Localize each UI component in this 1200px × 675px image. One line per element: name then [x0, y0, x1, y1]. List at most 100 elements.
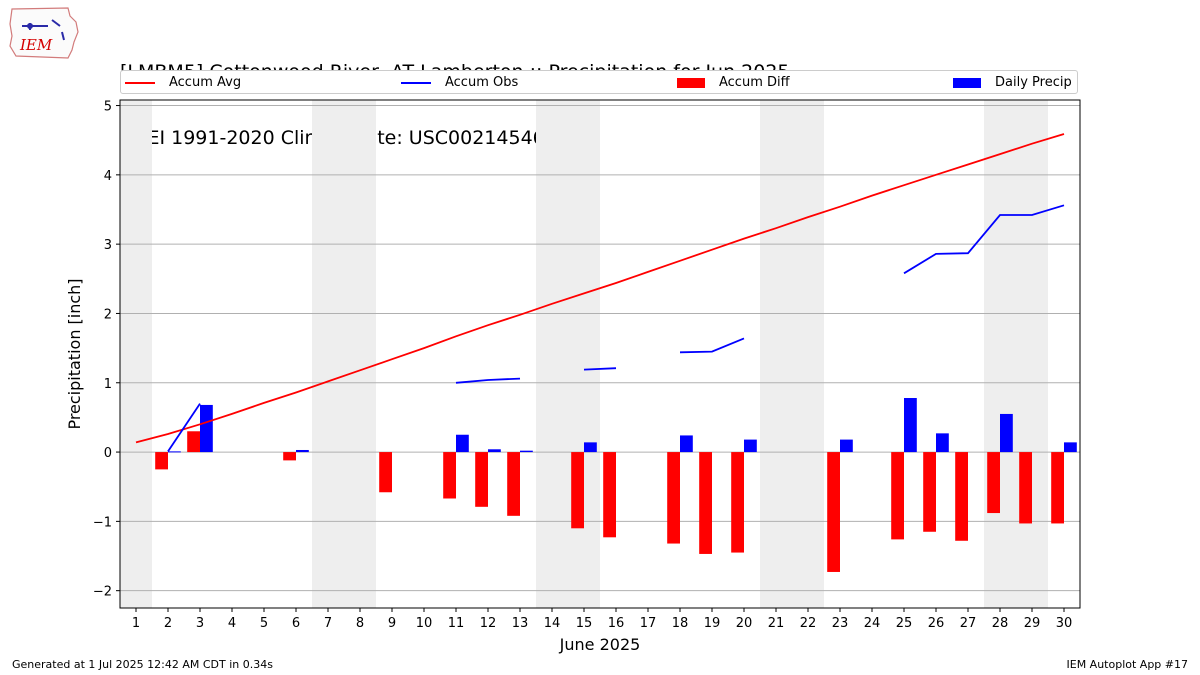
x-tick-label-28: 28 — [992, 616, 1009, 631]
weekend-shade-day-1 — [120, 100, 152, 608]
bar-accum-diff-day-3 — [187, 431, 200, 453]
y-axis-label: Precipitation [inch] — [65, 278, 84, 429]
x-tick-label-11: 11 — [448, 616, 465, 631]
bar-daily-precip-day-26 — [936, 433, 949, 453]
plot-frame — [119, 99, 1081, 609]
iem-logo: IEM — [9, 7, 79, 59]
bar-accum-diff-day-25 — [891, 452, 904, 540]
bar-daily-precip-day-12 — [488, 449, 501, 453]
x-tick-label-13: 13 — [512, 616, 529, 631]
weekend-shade-day-14 — [536, 100, 568, 608]
bar-daily-precip-day-20 — [744, 439, 757, 453]
x-tick-label-14: 14 — [544, 616, 561, 631]
chart-legend: Accum Avg Accum Obs Accum Diff Daily Pre… — [120, 70, 1078, 94]
y-tick-label-2: 2 — [104, 307, 112, 322]
bar-daily-precip-day-15 — [584, 442, 597, 453]
weekend-shade-day-21 — [760, 100, 792, 608]
legend-swatch-accum-obs — [401, 81, 431, 84]
x-tick-label-9: 9 — [388, 616, 396, 631]
legend-accum-diff: Accum Diff — [677, 75, 790, 90]
x-tick-label-27: 27 — [960, 616, 977, 631]
iowa-state-outline-icon — [9, 7, 79, 59]
legend-accum-avg: Accum Avg — [125, 75, 241, 90]
bar-accum-diff-day-19 — [699, 452, 712, 554]
y-tick-label--1: −1 — [93, 515, 112, 530]
bar-accum-diff-day-12 — [475, 452, 488, 507]
bar-daily-precip-day-28 — [1000, 413, 1013, 453]
x-tick-label-30: 30 — [1056, 616, 1073, 631]
x-tick-label-17: 17 — [640, 616, 657, 631]
x-tick-label-4: 4 — [228, 616, 236, 631]
footer-generated: Generated at 1 Jul 2025 12:42 AM CDT in … — [12, 658, 273, 671]
bar-daily-precip-day-30 — [1064, 442, 1077, 453]
bar-accum-diff-day-6 — [283, 452, 296, 461]
bar-daily-precip-day-6 — [296, 449, 309, 453]
bar-daily-precip-day-11 — [456, 434, 469, 453]
y-tick-label-3: 3 — [104, 238, 112, 253]
bar-accum-diff-day-26 — [923, 452, 936, 532]
y-tick-label-4: 4 — [104, 169, 112, 184]
bar-daily-precip-day-25 — [904, 398, 917, 453]
x-tick-label-23: 23 — [832, 616, 849, 631]
logo-text: IEM — [19, 36, 53, 54]
station-dot-icon — [27, 23, 33, 29]
x-tick-label-8: 8 — [356, 616, 364, 631]
line-accum-obs-segment-0 — [167, 403, 201, 452]
weekend-shade-day-8 — [344, 100, 376, 608]
legend-label-accum-obs: Accum Obs — [445, 75, 519, 90]
bar-accum-diff-day-30 — [1051, 452, 1064, 524]
y-tick-label--2: −2 — [93, 585, 112, 600]
legend-swatch-accum-diff — [677, 77, 705, 88]
bar-daily-precip-day-23 — [840, 439, 853, 453]
x-tick-label-25: 25 — [896, 616, 913, 631]
weekend-shade-day-28 — [984, 100, 1016, 608]
bar-daily-precip-day-3 — [200, 404, 213, 453]
x-tick-label-12: 12 — [480, 616, 497, 631]
bar-accum-diff-day-18 — [667, 452, 680, 544]
bar-daily-precip-day-13 — [520, 450, 533, 453]
bar-accum-diff-day-29 — [1019, 452, 1032, 524]
weekend-shade-day-7 — [312, 100, 344, 608]
legend-label-daily-precip: Daily Precip — [995, 75, 1072, 90]
x-tick-label-5: 5 — [260, 616, 268, 631]
legend-daily-precip: Daily Precip — [953, 75, 1072, 90]
x-tick-label-22: 22 — [800, 616, 817, 631]
x-tick-label-29: 29 — [1024, 616, 1041, 631]
bar-accum-diff-day-27 — [955, 452, 968, 541]
bar-accum-diff-day-9 — [379, 452, 392, 493]
weekend-shade-day-22 — [792, 100, 824, 608]
bar-daily-precip-day-18 — [680, 435, 693, 453]
legend-swatch-daily-precip — [953, 77, 981, 88]
line-accum-obs-segment-1 — [455, 377, 521, 384]
bar-accum-diff-day-20 — [731, 452, 744, 553]
footer-app: IEM Autoplot App #17 — [1066, 658, 1189, 671]
bar-accum-diff-day-28 — [987, 452, 1000, 514]
x-tick-label-15: 15 — [576, 616, 593, 631]
x-tick-label-3: 3 — [196, 616, 204, 631]
x-tick-label-10: 10 — [416, 616, 433, 631]
x-tick-label-16: 16 — [608, 616, 625, 631]
line-accum-obs-segment-2 — [583, 367, 617, 371]
bar-daily-precip-day-2 — [168, 451, 181, 453]
bar-accum-diff-day-23 — [827, 452, 840, 572]
line-accum-obs-segment-3 — [679, 337, 745, 354]
line-accum-avg-segment-0 — [135, 133, 1065, 444]
y-tick-label-5: 5 — [104, 100, 112, 115]
x-tick-label-2: 2 — [164, 616, 172, 631]
legend-label-accum-avg: Accum Avg — [169, 75, 242, 90]
y-tick-label-0: 0 — [104, 446, 112, 461]
x-tick-label-24: 24 — [864, 616, 881, 631]
bar-accum-diff-day-2 — [155, 452, 168, 470]
x-tick-label-7: 7 — [324, 616, 332, 631]
x-tick-label-18: 18 — [672, 616, 689, 631]
x-tick-label-20: 20 — [736, 616, 753, 631]
x-axis-label: June 2025 — [559, 635, 641, 654]
legend-accum-obs: Accum Obs — [401, 75, 518, 90]
x-tick-label-21: 21 — [768, 616, 785, 631]
bar-accum-diff-day-15 — [571, 452, 584, 529]
legend-swatch-accum-avg — [125, 81, 155, 84]
bar-accum-diff-day-16 — [603, 452, 616, 538]
x-tick-label-1: 1 — [132, 616, 140, 631]
bar-accum-diff-day-11 — [443, 452, 456, 499]
